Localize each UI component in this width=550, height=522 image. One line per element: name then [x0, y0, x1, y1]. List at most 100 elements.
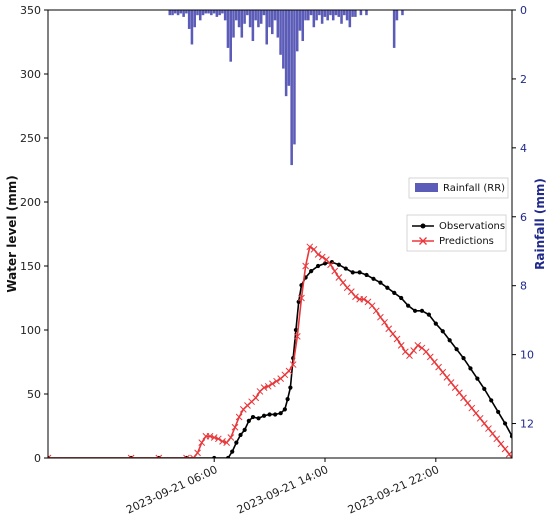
observations-point [230, 449, 235, 454]
predictions-point [293, 333, 301, 340]
observations-point [238, 432, 243, 438]
predictions-point [377, 313, 384, 321]
rainfall-bar [282, 10, 285, 69]
water-level-lines [48, 243, 550, 461]
observations-point [225, 455, 231, 458]
rainfall-bar [215, 10, 219, 17]
x-tick-label: 2023-09-21 14:00 [235, 463, 330, 517]
rainfall-bar [359, 10, 363, 16]
predictions-point [544, 455, 550, 461]
observations-point [461, 356, 466, 361]
rainfall-bar [304, 10, 307, 21]
rainfall-legend-label: Rainfall (RR) [443, 183, 505, 194]
rainfall-bar [273, 10, 277, 21]
rainfall-bars [168, 10, 404, 166]
x-tick-label: 2023-09-21 06:00 [124, 463, 219, 517]
rainfall-bar [248, 10, 252, 28]
predictions-point [231, 423, 239, 431]
observations-point [406, 303, 411, 308]
observations-point [447, 338, 452, 343]
observations-point [357, 270, 362, 275]
predictions-point [406, 352, 413, 359]
predictions-point [183, 454, 190, 458]
predictions-point [339, 279, 347, 286]
rainfall-bar [401, 10, 404, 16]
predictions-point [331, 267, 339, 275]
rainfall-bar [351, 10, 354, 17]
rainfall-bar [298, 10, 302, 31]
observations-point [250, 414, 256, 420]
predictions-point [505, 450, 512, 458]
predictions-point [447, 379, 455, 386]
rainfall-bar [221, 10, 224, 14]
predictions-point [414, 342, 422, 349]
predictions-point [260, 384, 268, 391]
observations-point [267, 412, 272, 417]
observations-point [502, 421, 508, 426]
left-tick-label: 200 [20, 196, 41, 209]
observations-point [426, 312, 431, 317]
left-tick-label: 150 [20, 260, 41, 273]
rainfall-bar [354, 10, 357, 17]
rainfall-bar [337, 10, 341, 17]
predictions-legend-marker [419, 237, 427, 245]
observations-legend-marker [420, 223, 426, 229]
rainfall-bar [196, 10, 199, 16]
rainfall-bar [174, 10, 177, 14]
predictions-point [451, 384, 459, 391]
left-tick-label: 250 [20, 132, 41, 145]
predictions-point [456, 389, 463, 397]
rainfall-bar [207, 10, 210, 14]
predictions-point [318, 253, 326, 261]
observations-point [440, 329, 445, 334]
rainfall-bar [262, 10, 266, 16]
observations-point [364, 272, 369, 278]
rainfall-bar [185, 10, 188, 14]
rainfall-bar [234, 10, 238, 21]
predictions-point [389, 330, 397, 338]
predictions-point [422, 348, 430, 356]
rainfall-bar [331, 10, 335, 21]
predictions-point [489, 430, 496, 438]
observations-point [336, 262, 341, 267]
predictions-point [127, 454, 135, 458]
rainfall-bar [254, 10, 257, 21]
rainfall-bar [334, 10, 338, 16]
rainfall-bar [340, 10, 343, 24]
predictions-point [273, 377, 280, 385]
rainfall-bar [268, 10, 271, 28]
rainfall-bar [284, 10, 288, 97]
predictions-point [48, 454, 52, 458]
rainfall-bar [312, 10, 316, 28]
predictions-point [480, 420, 488, 427]
predictions-point [385, 325, 393, 333]
predictions-point [508, 454, 512, 458]
predictions-point [235, 413, 243, 421]
rainfall-bar [171, 10, 174, 16]
observations-point [378, 280, 383, 285]
predictions-point [493, 435, 501, 443]
left-axis-title: Water level (mm) [5, 175, 19, 292]
rainfall-legend: Rainfall (RR) [408, 177, 509, 199]
rainfall-bar [348, 10, 352, 28]
observations-point [309, 269, 314, 274]
predictions-point [215, 435, 222, 443]
rainfall-bar [204, 10, 208, 14]
observations-point [234, 440, 239, 445]
predictions-point [289, 361, 297, 368]
right-tick-label: 4 [520, 142, 527, 155]
observations-point [517, 446, 521, 450]
right-axis-title: Rainfall (mm) [533, 178, 547, 270]
observations-point [273, 412, 278, 417]
predictions-point [360, 295, 368, 303]
predictions-point [327, 261, 334, 269]
right-tick-label: 10 [520, 349, 534, 362]
observations-point [285, 397, 290, 402]
predictions-point [431, 358, 438, 366]
predictions-point [227, 434, 235, 441]
rainfall-bar [276, 10, 280, 38]
rainfall-bar [240, 10, 244, 38]
rainfall-bar [201, 10, 205, 16]
rainfall-bar [395, 10, 399, 21]
rainfall-bar [193, 10, 196, 28]
